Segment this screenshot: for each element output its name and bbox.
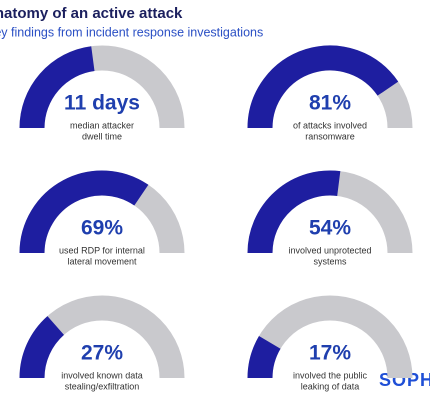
title: Anatomy of an active attack (0, 5, 183, 22)
gauge-caption: ransomware (305, 131, 355, 141)
gauge-caption: systems (313, 256, 347, 266)
gauge-caption: used RDP for internal (59, 245, 145, 255)
gauge-caption: dwell time (82, 131, 122, 141)
gauge-caption: involved the public (293, 370, 368, 380)
gauge-value: 81% (309, 92, 351, 115)
gauge-value: 69% (81, 217, 123, 240)
gauge-fill (19, 170, 149, 254)
gauge-fill (19, 316, 65, 379)
gauge-caption: involved known data (61, 370, 143, 380)
gauge-value: 54% (309, 217, 351, 240)
gauge-caption: median attacker (70, 120, 134, 130)
gauge-caption: involved unprotected (288, 245, 371, 255)
gauge-caption: stealing/exfiltration (65, 381, 140, 391)
gauge-value: 11 days (64, 92, 140, 115)
gauge-caption: lateral movement (67, 256, 137, 266)
gauge-fill (247, 45, 399, 129)
gauge-caption: leaking of data (301, 381, 360, 391)
subtitle: Key findings from incident response inve… (0, 25, 263, 39)
gauge-value: 27% (81, 342, 123, 365)
gauge-fill (19, 46, 95, 129)
gauge-value: 17% (309, 342, 351, 365)
gauge-fill (247, 336, 281, 379)
gauge-fill (247, 170, 341, 254)
gauge-caption: of attacks involved (293, 120, 367, 130)
